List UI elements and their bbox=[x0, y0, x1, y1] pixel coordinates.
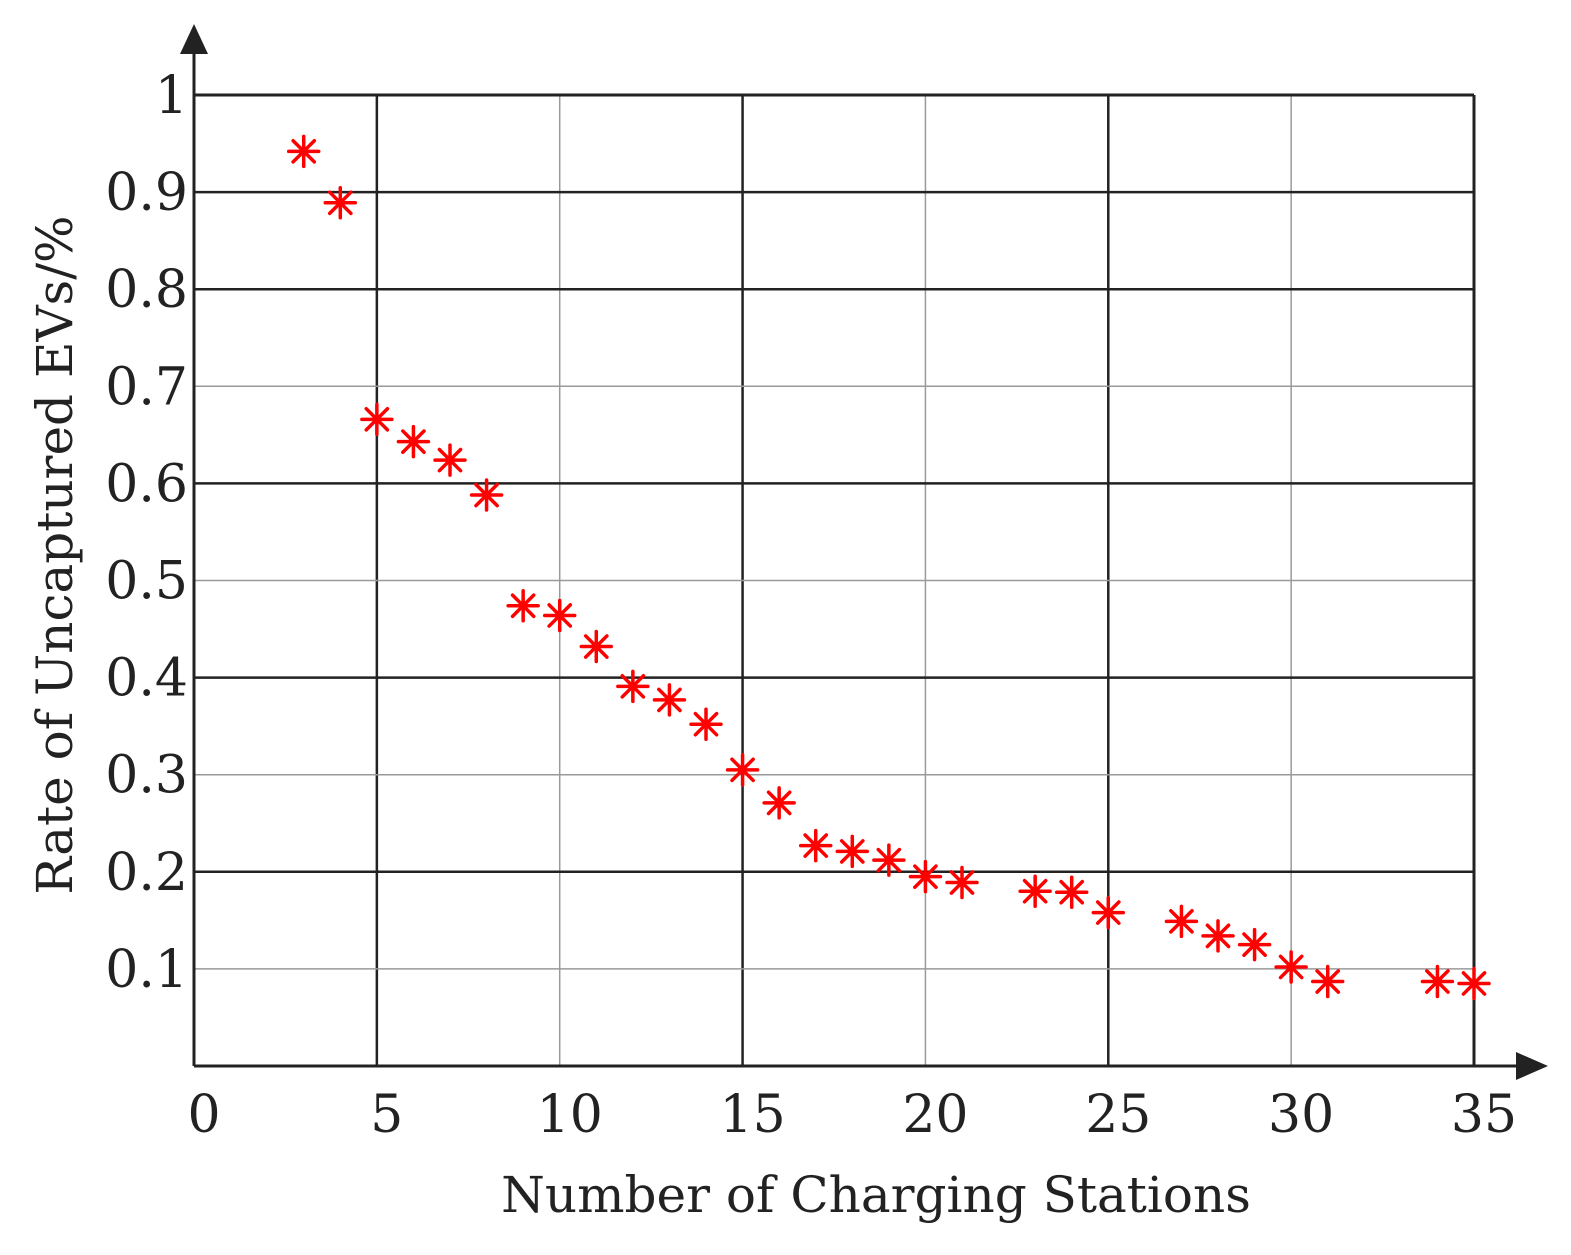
data-point-0-17 bbox=[908, 859, 943, 894]
data-point-0-20 bbox=[1054, 875, 1089, 909]
y-tick-label-9: 1 bbox=[155, 66, 188, 126]
x-tick-label-0: 0 bbox=[187, 1085, 220, 1145]
y-tick-label-0: 0.1 bbox=[105, 940, 188, 1000]
y-tick-label-8: 0.9 bbox=[105, 163, 188, 223]
data-point-0-25 bbox=[1274, 950, 1308, 984]
grid-lines bbox=[194, 95, 1474, 1066]
data-point-0-5 bbox=[469, 478, 504, 512]
y-tick-label-3: 0.4 bbox=[105, 649, 188, 709]
tick-labels: 0 5 10 15 20 25 30 35 0.1 0.2 0.3 0.4 0.5 0.6 0.7 0.8 0.… bbox=[105, 66, 1517, 1145]
y-axis-title: Rate of Uncaptured EVs/% bbox=[26, 215, 84, 894]
data-point-0-21 bbox=[1091, 895, 1126, 930]
x-axis-arrow bbox=[1516, 1052, 1548, 1080]
data-point-0-28 bbox=[1457, 966, 1491, 1001]
data-point-0-22 bbox=[1164, 904, 1199, 939]
y-tick-label-1: 0.2 bbox=[105, 843, 188, 903]
x-tick-label-7: 35 bbox=[1451, 1085, 1517, 1145]
data-point-0-19 bbox=[1018, 874, 1052, 908]
x-axis-title: Number of Charging Stations bbox=[501, 1166, 1251, 1224]
data-point-0-6 bbox=[506, 588, 540, 623]
data-point-0-24 bbox=[1237, 927, 1272, 962]
data-point-0-15 bbox=[835, 834, 870, 869]
data-point-0-11 bbox=[689, 707, 723, 741]
data-point-0-16 bbox=[872, 843, 906, 877]
data-point-0-9 bbox=[616, 669, 650, 704]
data-point-0-23 bbox=[1201, 919, 1235, 953]
x-tick-label-5: 25 bbox=[1085, 1085, 1151, 1145]
data-point-0-14 bbox=[798, 828, 833, 863]
y-tick-label-6: 0.7 bbox=[105, 357, 188, 417]
data-point-0-10 bbox=[652, 683, 687, 717]
data-point-0-27 bbox=[1420, 964, 1455, 999]
x-tick-label-1: 5 bbox=[370, 1085, 403, 1145]
y-axis-arrow bbox=[180, 24, 208, 54]
data-point-0-0 bbox=[286, 134, 321, 169]
data-point-0-12 bbox=[725, 753, 760, 787]
data-point-0-3 bbox=[396, 424, 431, 459]
data-point-0-8 bbox=[579, 629, 614, 664]
data-points bbox=[286, 134, 1491, 1001]
data-point-0-26 bbox=[1310, 964, 1345, 999]
x-tick-label-3: 15 bbox=[719, 1085, 785, 1145]
data-point-0-2 bbox=[360, 402, 394, 437]
data-point-0-18 bbox=[945, 865, 979, 900]
data-point-0-7 bbox=[542, 598, 577, 633]
data-point-0-4 bbox=[433, 443, 467, 477]
y-tick-label-2: 0.3 bbox=[105, 746, 188, 806]
x-tick-label-6: 30 bbox=[1268, 1085, 1334, 1145]
x-tick-label-2: 10 bbox=[537, 1085, 603, 1145]
data-point-0-1 bbox=[323, 186, 358, 220]
axes bbox=[180, 24, 1548, 1080]
y-tick-label-5: 0.6 bbox=[105, 454, 188, 514]
data-point-0-13 bbox=[762, 786, 796, 820]
y-tick-label-4: 0.5 bbox=[105, 552, 188, 612]
y-tick-label-7: 0.8 bbox=[105, 260, 188, 320]
x-tick-label-4: 20 bbox=[902, 1085, 968, 1145]
